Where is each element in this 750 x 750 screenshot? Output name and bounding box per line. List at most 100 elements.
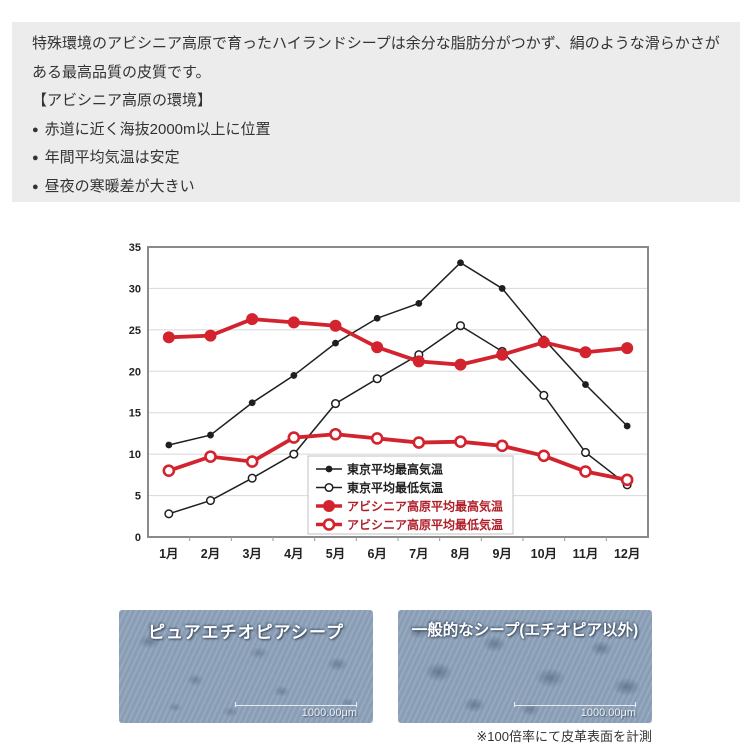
data-point (245, 455, 259, 468)
y-axis-label: 0 (135, 532, 141, 544)
info-box: 特殊環境のアビシニア高原で育ったハイランドシープは余分な脂肪分がつかず、絹のよう… (12, 22, 740, 202)
data-point (207, 431, 214, 439)
data-point (247, 473, 257, 483)
legend-entry: 東京平均最低気温 (316, 480, 443, 495)
data-point (620, 473, 634, 487)
data-point (248, 399, 256, 407)
series-line (168, 261, 628, 446)
data-point (454, 435, 467, 449)
data-point (537, 449, 551, 463)
series-line (168, 317, 628, 367)
bullet-icon: ● (32, 123, 39, 136)
x-axis-label: 4月 (284, 547, 303, 561)
data-point (324, 482, 334, 493)
data-point (373, 314, 381, 322)
data-point (580, 447, 591, 458)
data-point (204, 329, 217, 342)
scale-label: 1000.00μm (580, 707, 636, 719)
bullet-icon: ● (32, 180, 39, 193)
data-point (289, 449, 299, 459)
legend-label: 東京平均最高気温 (347, 462, 443, 477)
bullet-text: 年間平均気温は安定 (44, 149, 180, 166)
bullet-item-day-night: ● 昼夜の寒暖差が大きい (32, 173, 720, 202)
data-point (579, 346, 592, 359)
legend-label: 東京平均最低気温 (347, 480, 443, 495)
series-line (168, 324, 628, 515)
sample-label-pure-ethiopia: ピュアエチオピアシープ (148, 623, 344, 642)
x-axis-label: 12月 (614, 547, 640, 561)
data-point (329, 319, 342, 332)
data-point (164, 509, 174, 519)
scale-bar: 1000.00μm (514, 700, 636, 719)
data-point (623, 422, 631, 430)
bullet-item-temperature: ● 年間平均気温は安定 (32, 144, 720, 173)
data-point (457, 259, 464, 267)
data-point (329, 427, 342, 441)
y-axis-label: 15 (129, 408, 141, 420)
data-point (412, 436, 426, 449)
data-point (371, 341, 384, 354)
series-アビシニア高原平均最高気温 (162, 313, 634, 371)
chart-legend: 東京平均最高気温東京平均最低気温アビシニア高原平均最高気温アビシニア高原平均最低… (307, 455, 514, 535)
data-point (539, 390, 549, 400)
legend-entry: アビシニア高原平均最低気温 (316, 517, 503, 532)
legend-box (307, 455, 514, 535)
y-axis-label: 10 (129, 449, 141, 461)
legend-label: アビシニア高原平均最高気温 (347, 499, 503, 514)
temperature-chart-svg: 0 5 10 15 20 25 30 35 1月 2月 3月 4月 5月 6月 7月 8月 9月 10月 11月 12… (129, 242, 649, 561)
y-axis-label: 35 (129, 242, 141, 254)
leather-photo-pure-ethiopia-sheep: ピュアエチオピアシープ 1000.00μm (119, 610, 373, 723)
data-point (322, 518, 336, 531)
x-axis-label: 2月 (201, 547, 220, 561)
scale-line (235, 700, 357, 707)
data-point (246, 313, 259, 326)
data-point (162, 331, 175, 344)
x-axis-label: 6月 (367, 547, 386, 561)
legend-label: アビシニア高原平均最低気温 (347, 517, 503, 532)
data-point (287, 316, 300, 329)
x-axis-label: 8月 (451, 547, 470, 561)
series-line (168, 432, 628, 482)
measurement-note: ※100倍率にて皮革表面を計測 (476, 729, 652, 744)
data-point (287, 431, 301, 444)
x-axis-label: 5月 (326, 547, 345, 561)
data-point (498, 285, 506, 292)
sample-label-general-sheep: 一般的なシープ(エチオピア以外) (411, 622, 639, 639)
scale-label: 1000.00μm (301, 707, 357, 719)
data-point (537, 336, 550, 349)
legend-entry: 東京平均最高気温 (316, 462, 443, 477)
data-point (325, 465, 333, 473)
data-point (165, 441, 173, 449)
data-point (290, 372, 298, 379)
data-point (205, 495, 216, 506)
x-axis-label: 3月 (242, 547, 261, 561)
data-point (582, 381, 589, 388)
data-point (579, 465, 592, 478)
leather-photo-general-sheep: 一般的なシープ(エチオピア以外) 1000.00μm (398, 610, 652, 723)
data-point (415, 299, 423, 307)
data-point (496, 348, 509, 361)
data-point (330, 399, 341, 409)
temperature-chart: 0 5 10 15 20 25 30 35 1月 2月 3月 4月 5月 6月 7月 8月 9月 10月 11月 12… (118, 235, 663, 565)
x-axis-label: 11月 (573, 547, 599, 561)
bullet-text: 赤道に近く海抜2000m以上に位置 (44, 120, 271, 138)
x-axis-label: 7月 (409, 547, 428, 561)
x-axis-label: 9月 (492, 547, 511, 561)
data-point (332, 339, 339, 347)
data-point (454, 358, 467, 371)
bullet-text: 昼夜の寒暖差が大きい (44, 177, 195, 195)
data-point (204, 450, 217, 463)
data-point (323, 500, 335, 512)
series-アビシニア高原平均最低気温 (162, 427, 634, 487)
environment-heading: 【アビシニア高原の環境】 (32, 92, 213, 109)
y-axis-label: 30 (129, 283, 141, 295)
data-point (495, 439, 509, 453)
scale-line (514, 700, 636, 707)
y-axis-label: 25 (129, 325, 141, 337)
x-axis-label: 1月 (159, 547, 178, 561)
y-axis-label: 20 (129, 366, 141, 378)
data-point (621, 342, 634, 355)
y-axis-label: 5 (135, 491, 141, 503)
data-point (412, 355, 425, 368)
x-axis-label: 10月 (531, 547, 557, 561)
